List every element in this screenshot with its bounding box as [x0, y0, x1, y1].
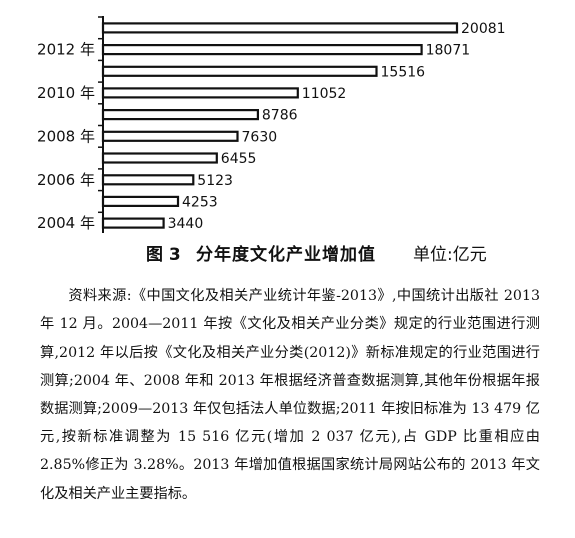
- data-label: 8786: [262, 108, 298, 124]
- bar: [101, 195, 180, 207]
- bar: [101, 22, 459, 34]
- data-label: 6455: [221, 151, 257, 167]
- figure-caption: 图 3 分年度文化产业增加值 单位:亿元: [0, 236, 575, 265]
- y-tick-label: 2008 年: [37, 127, 95, 145]
- bar: [101, 130, 239, 142]
- data-label: 3440: [168, 216, 204, 232]
- data-label: 15516: [381, 64, 426, 80]
- y-tick-label: 2006 年: [37, 171, 95, 189]
- source-note: 资料来源:《中国文化及相关产业统计年鉴-2013》,中国统计出版社 2013 年…: [40, 288, 540, 502]
- y-tick-label: 2010 年: [37, 84, 95, 102]
- data-label: 20081: [461, 21, 506, 37]
- bar: [101, 65, 378, 77]
- data-label: 4253: [182, 194, 218, 210]
- bar: [101, 108, 259, 121]
- data-label: 7630: [242, 129, 278, 145]
- bar: [101, 152, 218, 164]
- figure-title: 分年度文化产业增加值: [196, 245, 376, 265]
- data-label: 11052: [302, 86, 347, 102]
- bar: [101, 217, 165, 229]
- bar: [101, 174, 195, 186]
- data-label: 5123: [197, 173, 233, 189]
- y-tick-label: 2012 年: [37, 41, 95, 59]
- y-tick-label: 2004 年: [37, 214, 95, 232]
- data-label: 18071: [426, 43, 471, 59]
- figure-label: 图 3: [146, 245, 181, 265]
- bar: [101, 43, 423, 56]
- bar: [101, 87, 299, 99]
- figure-unit: 单位:亿元: [413, 245, 487, 265]
